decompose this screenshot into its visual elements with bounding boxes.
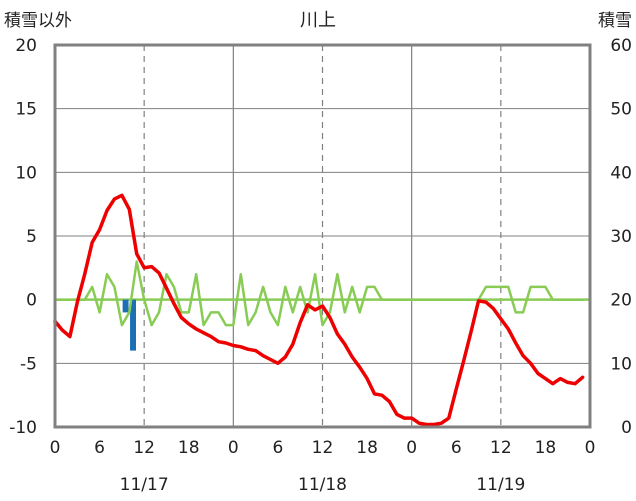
plot-border <box>53 43 592 429</box>
x-tick-label: 0 <box>228 438 239 458</box>
y-left-tick-label: 5 <box>26 227 37 247</box>
y-right-tick-label: 40 <box>610 163 632 183</box>
y-left-tick-label: -10 <box>9 418 37 438</box>
x-tick-label: 12 <box>133 438 155 458</box>
y-right-tick-label: 20 <box>610 291 632 311</box>
precip-bar <box>122 299 129 313</box>
x-tick-label: 18 <box>356 438 378 458</box>
plot-frame <box>53 43 592 429</box>
y-left-tick-label: 10 <box>15 163 37 183</box>
x-tick-label: 0 <box>50 438 61 458</box>
x-tick-label: 0 <box>585 438 596 458</box>
precip-bar <box>130 299 136 351</box>
x-tick-label: 12 <box>490 438 512 458</box>
y-right-tick-label: 50 <box>610 100 632 120</box>
x-tick-label: 18 <box>535 438 557 458</box>
temperature-line <box>53 193 585 427</box>
date-label: 11/17 <box>120 475 169 495</box>
x-tick-label: 18 <box>178 438 200 458</box>
x-tick-label: 6 <box>451 438 462 458</box>
y-right-tick-label: 30 <box>610 227 632 247</box>
x-tick-label: 12 <box>312 438 334 458</box>
x-tick-label: 6 <box>273 438 284 458</box>
y-right-tick-label: 0 <box>621 418 632 438</box>
wind-line <box>53 260 584 327</box>
y-right-tick-label: 10 <box>610 354 632 374</box>
date-label: 11/19 <box>476 475 525 495</box>
x-tick-label: 6 <box>94 438 105 458</box>
y-right-axis-title: 積雪 <box>598 11 632 31</box>
chart-title: 川上 <box>300 10 336 31</box>
date-label: 11/18 <box>298 475 347 495</box>
y-left-axis-title: 積雪以外 <box>4 11 72 31</box>
y-left-tick-label: -5 <box>20 354 37 374</box>
grid-lines <box>55 45 590 427</box>
x-tick-label: 0 <box>406 438 417 458</box>
y-left-tick-label: 20 <box>15 36 37 56</box>
y-right-tick-label: 60 <box>610 36 632 56</box>
y-left-tick-label: 15 <box>15 100 37 120</box>
y-left-tick-label: 0 <box>26 291 37 311</box>
